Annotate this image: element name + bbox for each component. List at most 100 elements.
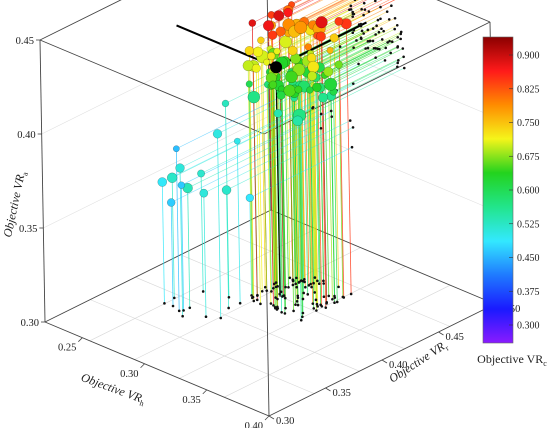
wall-point [353,0,357,2]
wall-point [390,4,393,8]
scatter-point [283,7,293,18]
axis-edge [39,0,122,41]
wall-point [351,12,355,16]
floor-point [274,296,277,299]
grid-line [225,232,450,327]
drop-line [161,182,165,304]
floor-point [307,284,311,287]
floor-point [337,285,340,289]
colorbar-tick-label: 0.675 [517,152,540,163]
drop-line [284,61,289,288]
grid-line [43,115,270,229]
wall-point [338,45,342,48]
floor-point [182,309,185,312]
x-tick [202,389,208,395]
floor-point [324,306,328,309]
drop-line [280,95,286,314]
wall-projections [311,0,406,149]
scatter-point [262,20,275,32]
floor-point [177,309,181,313]
colorbar-title: Objective VRc [477,352,547,368]
floor-point [227,295,231,299]
scatter-point [287,45,298,56]
drop-line [179,167,184,317]
grid-line [224,284,451,398]
floor-point [271,286,275,290]
drop-line [303,86,309,295]
scatter-point [197,169,206,178]
wall-point [396,61,400,65]
wall-point [375,24,378,28]
axis-edge [44,209,272,323]
wall-point [389,51,392,55]
x-tick-label: 0.25 [58,343,76,354]
floor-point [288,276,292,280]
wall-point [362,32,365,35]
drop-line [327,71,333,300]
grid-line [179,266,406,379]
wall-line [331,62,398,97]
wall-point [402,66,406,70]
floor-point [316,305,319,308]
drop-line [281,63,286,288]
drop-line [270,77,276,309]
scatter-point [247,90,261,104]
scatter-point [263,58,271,66]
floor-point [270,290,273,293]
scatter-point [283,84,296,97]
wall-point [374,56,377,59]
wall-line [292,48,366,85]
wall-point [380,38,384,41]
wall-line [309,46,398,91]
scatter-point [316,31,326,42]
wall-line [319,40,374,68]
highlight-point [270,61,283,74]
floor-point [181,314,184,318]
y-tick [325,387,331,392]
floor-point [333,301,336,305]
scatter-point [221,185,232,195]
scatter-point [324,77,338,91]
z-tick-label: 0.30 [21,318,39,329]
wall-point [390,40,394,44]
scatter-point [307,71,318,81]
colorbar-tick-label: 0.375 [517,287,540,298]
wall-point [348,119,352,122]
scatter-point [242,60,254,72]
wall-point [371,27,375,30]
floor-point [274,281,278,284]
scatter-point [175,163,185,173]
floor-point [280,311,283,314]
x-tick-label: 0.30 [120,369,138,380]
x-tick [78,337,83,342]
wall-line [226,127,354,191]
drop-line [226,190,230,308]
scatter-point [304,43,312,51]
scatter-point [248,19,257,27]
wall-point [396,45,400,48]
wall-line [287,0,315,13]
floor-point [238,301,242,305]
wall-line [171,127,322,203]
drop-line [291,73,297,284]
scatter-point [221,99,230,108]
floor-point [201,290,205,293]
drop-line [170,202,174,307]
floor-point [163,302,166,305]
wall-line [179,90,337,169]
floor-point [260,289,264,293]
drop-line [333,91,338,302]
floor-point [313,276,317,279]
drop-line [330,84,335,303]
scatter-point [257,36,265,45]
wall-line [172,107,313,179]
wall-line [321,0,368,23]
floor-point [292,309,295,313]
scatter-point [252,46,264,58]
wall-point [386,41,389,44]
floor-point [295,300,299,303]
wall-point [396,35,400,39]
floor-point [259,302,262,306]
wall-point [319,112,323,116]
floor-point [275,308,279,311]
